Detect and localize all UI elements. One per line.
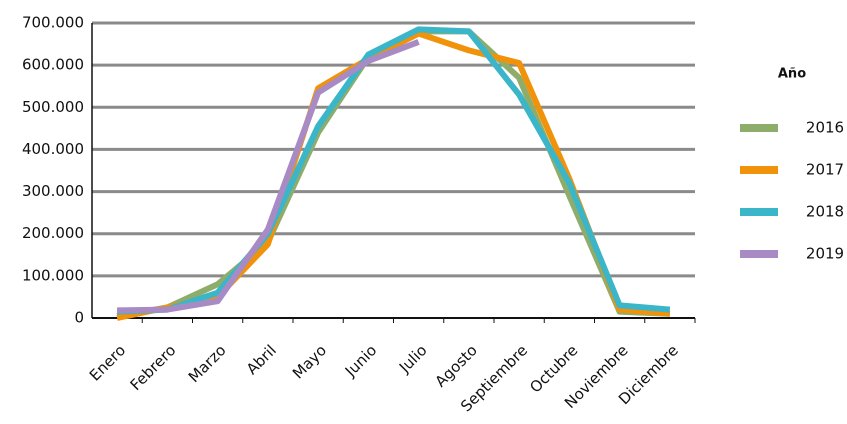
y-tick-label: 500.000 (22, 98, 84, 116)
series-line (117, 39, 420, 314)
legend-title: Año (778, 67, 806, 82)
x-tick-label: Agosto (431, 341, 480, 390)
x-tick-label: Julio (395, 341, 431, 377)
legend-label: 2019 (806, 245, 844, 263)
x-tick-label: Abril (243, 341, 280, 378)
legend-label: 2017 (806, 161, 844, 179)
series-line (116, 26, 671, 315)
x-tick-label: Enero (86, 341, 129, 384)
y-tick-label: 400.000 (22, 140, 84, 158)
y-tick-label: 600.000 (22, 56, 84, 74)
x-tick-label: Mayo (289, 341, 330, 382)
y-tick-label: 0 (74, 309, 84, 327)
legend-label: 2016 (806, 119, 844, 137)
series-line (116, 28, 671, 319)
x-tick-label: Febrero (127, 341, 180, 394)
y-tick-label: 100.000 (22, 266, 84, 284)
x-tick-label: Marzo (185, 341, 230, 386)
y-tick-label: 200.000 (22, 224, 84, 242)
y-tick-label: 700.000 (22, 14, 84, 32)
y-tick-label: 300.000 (22, 182, 84, 200)
legend-label: 2018 (806, 203, 844, 221)
x-tick-label: Junio (341, 341, 380, 380)
